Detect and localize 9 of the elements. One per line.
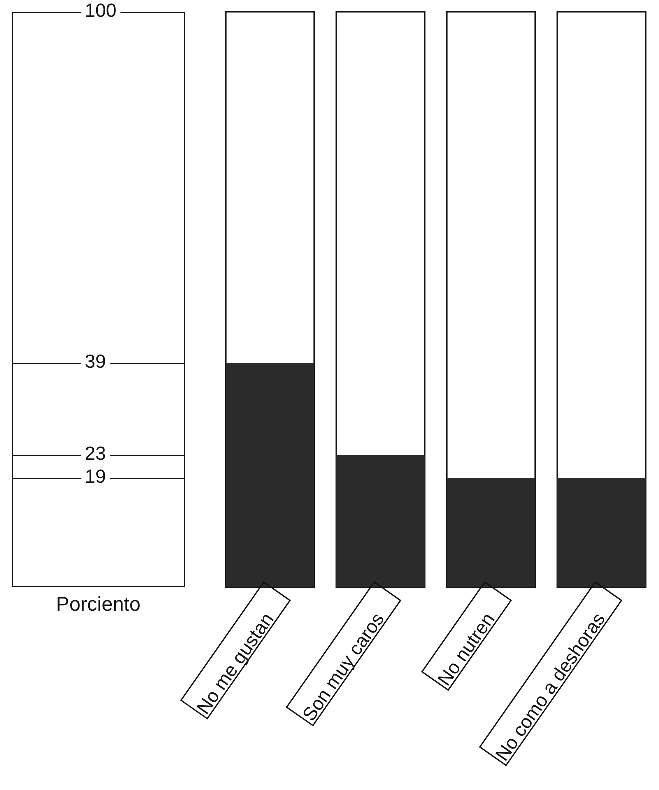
- y-tick-label: 100: [85, 1, 117, 22]
- bar: [336, 454, 425, 588]
- bar: [447, 478, 536, 588]
- y-tick-label: 23: [85, 444, 106, 466]
- bar: [558, 478, 646, 588]
- y-tick-label: 19: [85, 467, 106, 488]
- y-tick-label: 39: [85, 352, 106, 374]
- bar: [226, 362, 314, 588]
- y-axis-title: Porciento: [56, 594, 141, 616]
